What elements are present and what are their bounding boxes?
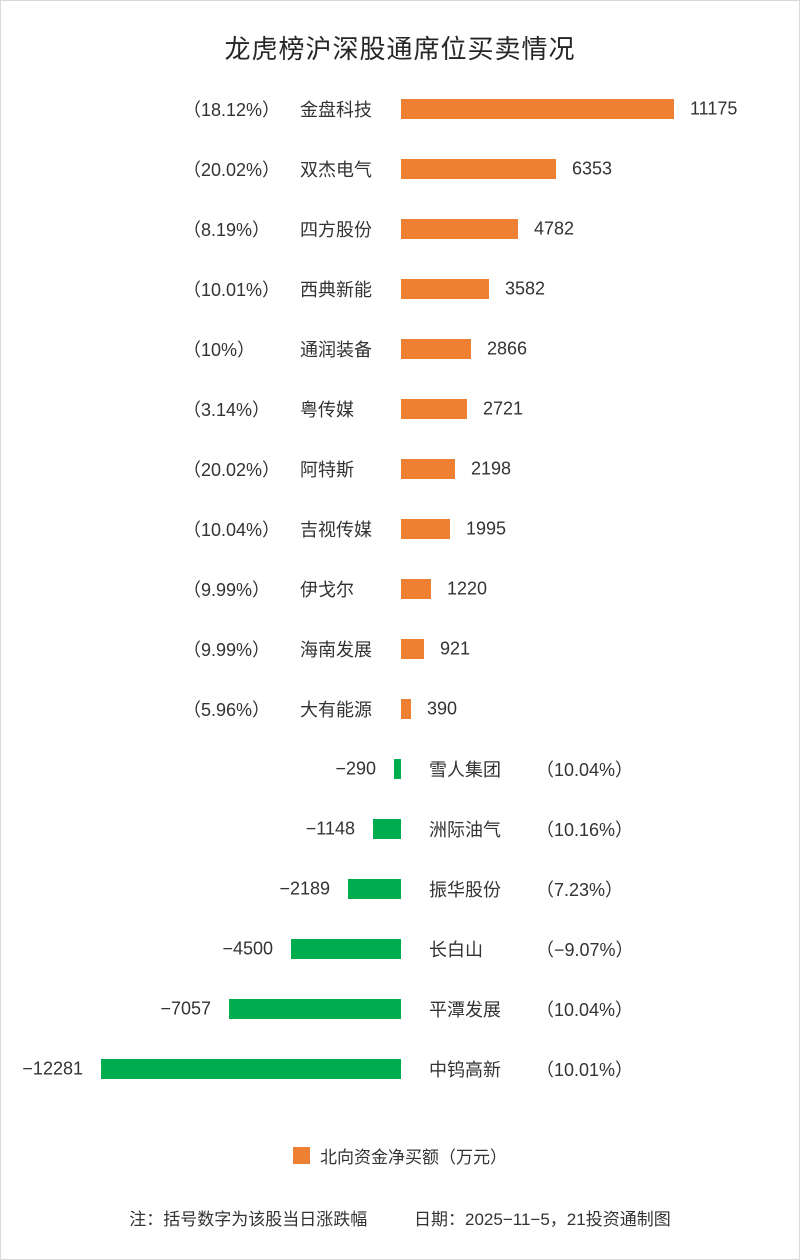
chart-row: （9.99%） 伊戈尔 1220 bbox=[1, 559, 799, 619]
change-pct-label: （10.01%） bbox=[183, 280, 281, 300]
change-pct-label: （7.23%） bbox=[536, 880, 624, 900]
stock-name: 振华股份 bbox=[429, 880, 501, 900]
bar-positive bbox=[401, 159, 556, 179]
chart-row: −1148 洲际油气 （10.16%） bbox=[1, 799, 799, 859]
bar-negative bbox=[348, 879, 401, 899]
bar-rows: （18.12%） 金盘科技 11175 （20.02%） 双杰电气 6353 （8.19%）… bbox=[1, 79, 799, 1099]
value-label: 390 bbox=[427, 698, 458, 719]
change-pct-label: （−9.07%） bbox=[536, 940, 634, 960]
stock-name: 金盘科技 bbox=[300, 100, 372, 120]
bar-positive bbox=[401, 699, 411, 719]
stock-name: 双杰电气 bbox=[300, 160, 372, 180]
change-pct-label: （20.02%） bbox=[183, 460, 281, 480]
stock-name: 洲际油气 bbox=[429, 820, 501, 840]
stock-name: 四方股份 bbox=[300, 220, 372, 240]
change-pct-label: （10.16%） bbox=[536, 820, 634, 840]
stock-name: 西典新能 bbox=[300, 280, 372, 300]
stock-name: 吉视传媒 bbox=[300, 520, 372, 540]
change-pct-label: （20.02%） bbox=[183, 160, 281, 180]
value-label: −12281 bbox=[22, 1058, 83, 1079]
value-label: 2721 bbox=[483, 398, 524, 419]
value-label: 11175 bbox=[690, 98, 738, 119]
value-label: −2189 bbox=[279, 878, 330, 899]
value-label: 2866 bbox=[487, 338, 528, 359]
change-pct-label: （9.99%） bbox=[183, 640, 271, 660]
change-pct-label: （10.04%） bbox=[536, 1000, 634, 1020]
chart-row: （20.02%） 阿特斯 2198 bbox=[1, 439, 799, 499]
stock-name: 中钨高新 bbox=[429, 1060, 501, 1080]
legend: 北向资金净买额（万元） bbox=[1, 1141, 799, 1169]
stock-name: 雪人集团 bbox=[429, 760, 501, 780]
bar-negative bbox=[394, 759, 401, 779]
change-pct-label: （18.12%） bbox=[183, 100, 281, 120]
bar-positive bbox=[401, 459, 455, 479]
stock-name: 平潭发展 bbox=[429, 1000, 501, 1020]
chart-row: （10%） 通润装备 2866 bbox=[1, 319, 799, 379]
stock-name: 粤传媒 bbox=[300, 400, 354, 420]
bar-negative bbox=[373, 819, 401, 839]
bar-positive bbox=[401, 579, 431, 599]
bar-positive bbox=[401, 279, 489, 299]
bar-positive bbox=[401, 519, 450, 539]
footer-date-text: 日期：2025−11−5，21投资通制图 bbox=[414, 1210, 671, 1229]
value-label: 4782 bbox=[534, 218, 575, 239]
chart-row: −7057 平潭发展 （10.04%） bbox=[1, 979, 799, 1039]
stock-name: 海南发展 bbox=[300, 640, 372, 660]
bar-positive bbox=[401, 339, 471, 359]
stock-name: 长白山 bbox=[429, 940, 483, 960]
value-label: 2198 bbox=[471, 458, 512, 479]
footer-note-text: 注：括号数字为该股当日涨跌幅 bbox=[129, 1210, 368, 1229]
bar-negative bbox=[291, 939, 401, 959]
chart-row: （20.02%） 双杰电气 6353 bbox=[1, 139, 799, 199]
stock-name: 通润装备 bbox=[300, 340, 372, 360]
change-pct-label: （3.14%） bbox=[183, 400, 271, 420]
chart-row: −290 雪人集团 （10.04%） bbox=[1, 739, 799, 799]
chart-row: （10.01%） 西典新能 3582 bbox=[1, 259, 799, 319]
chart-row: （9.99%） 海南发展 921 bbox=[1, 619, 799, 679]
chart-title: 龙虎榜沪深股通席位买卖情况 bbox=[224, 34, 576, 64]
value-label: 921 bbox=[440, 638, 471, 659]
bar-positive bbox=[401, 219, 518, 239]
value-label: −1148 bbox=[305, 818, 355, 839]
stock-name: 大有能源 bbox=[300, 700, 372, 720]
chart-row: （18.12%） 金盘科技 11175 bbox=[1, 79, 799, 139]
change-pct-label: （9.99%） bbox=[183, 580, 271, 600]
bar-positive bbox=[401, 399, 467, 419]
chart-row: （3.14%） 粤传媒 2721 bbox=[1, 379, 799, 439]
chart-row: −12281 中钨高新 （10.01%） bbox=[1, 1039, 799, 1099]
value-label: 1995 bbox=[466, 518, 507, 539]
value-label: 1220 bbox=[447, 578, 488, 599]
bar-positive bbox=[401, 99, 674, 119]
bar-positive bbox=[401, 639, 424, 659]
legend-swatch-icon bbox=[293, 1146, 310, 1164]
chart-row: （5.96%） 大有能源 390 bbox=[1, 679, 799, 739]
change-pct-label: （8.19%） bbox=[183, 220, 271, 240]
chart-row: −2189 振华股份 （7.23%） bbox=[1, 859, 799, 919]
change-pct-label: （10.04%） bbox=[183, 520, 281, 540]
chart-row: （10.04%） 吉视传媒 1995 bbox=[1, 499, 799, 559]
value-label: −7057 bbox=[160, 998, 211, 1019]
chart-row: （8.19%） 四方股份 4782 bbox=[1, 199, 799, 259]
stock-name: 阿特斯 bbox=[300, 460, 354, 480]
legend-label: 北向资金净买额（万元） bbox=[320, 1147, 507, 1167]
value-label: 3582 bbox=[505, 278, 546, 299]
bar-negative bbox=[229, 999, 401, 1019]
footer-note: 注：括号数字为该股当日涨跌幅 日期：2025−11−5，21投资通制图 bbox=[1, 1205, 799, 1230]
change-pct-label: （10%） bbox=[183, 340, 256, 360]
value-label: −4500 bbox=[222, 938, 273, 959]
stock-name: 伊戈尔 bbox=[300, 580, 354, 600]
change-pct-label: （10.04%） bbox=[536, 760, 634, 780]
change-pct-label: （5.96%） bbox=[183, 700, 271, 720]
change-pct-label: （10.01%） bbox=[536, 1060, 634, 1080]
value-label: −290 bbox=[335, 758, 376, 779]
value-label: 6353 bbox=[572, 158, 613, 179]
bar-negative bbox=[101, 1059, 401, 1079]
chart-row: −4500 长白山 （−9.07%） bbox=[1, 919, 799, 979]
